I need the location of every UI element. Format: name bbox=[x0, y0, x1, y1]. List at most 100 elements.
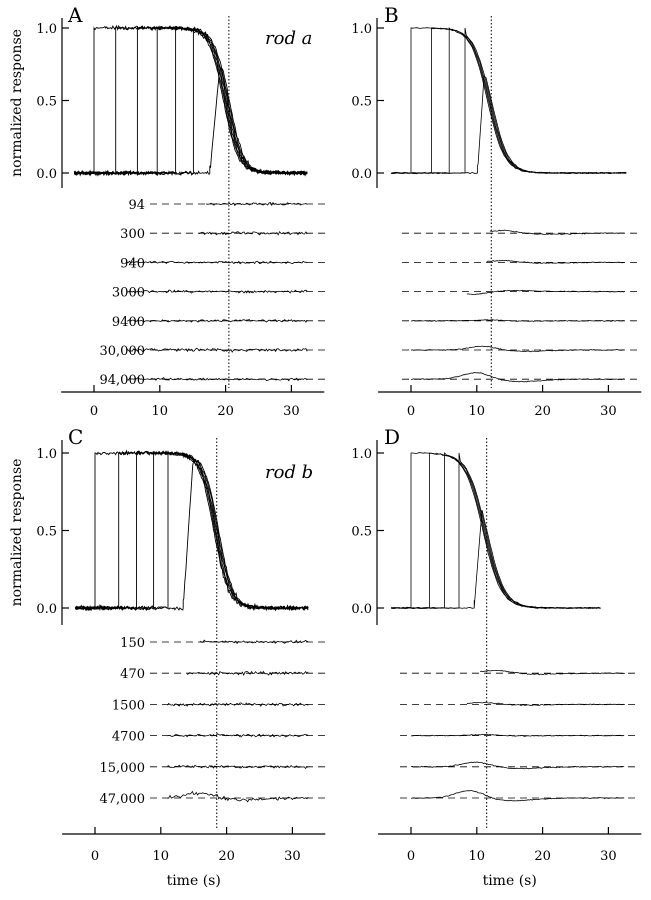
residual-trace bbox=[126, 260, 308, 265]
y-tick-label: 0.0 bbox=[36, 602, 57, 617]
x-tick-label: 0 bbox=[407, 404, 415, 419]
residual-trace bbox=[410, 790, 625, 802]
residual-trace bbox=[126, 289, 308, 294]
response-trace bbox=[391, 510, 601, 609]
intensity-label: 94,000 bbox=[100, 373, 146, 388]
y-tick-label: 1.0 bbox=[36, 447, 57, 462]
x-axis-title: time (s) bbox=[483, 873, 537, 889]
response-trace bbox=[74, 26, 308, 177]
residual-trace bbox=[410, 761, 625, 770]
residual-traces: 94 300 940 3000 9400 30,000 94,000 bbox=[100, 198, 325, 388]
intensity-label: 30,000 bbox=[100, 344, 146, 359]
y-tick-label: 1.0 bbox=[351, 22, 372, 37]
x-tick-label: 30 bbox=[600, 849, 617, 864]
residual-traces bbox=[400, 670, 638, 802]
residual-trace bbox=[410, 372, 625, 383]
residual-trace bbox=[126, 377, 308, 382]
intensity-label: 94 bbox=[128, 198, 145, 213]
intensity-label: 3000 bbox=[112, 286, 145, 301]
x-tick-label: 10 bbox=[153, 849, 170, 864]
response-trace bbox=[391, 452, 601, 609]
x-tick-label: 20 bbox=[218, 849, 235, 864]
x-tick-label: 20 bbox=[534, 849, 551, 864]
response-traces bbox=[391, 26, 627, 175]
intensity-label: 470 bbox=[120, 667, 145, 682]
x-tick-label: 0 bbox=[407, 849, 415, 864]
panel-letter-d: D bbox=[384, 425, 400, 449]
residual-traces: 150 470 1500 4700 15,000 47,000 bbox=[100, 636, 325, 807]
residual-traces bbox=[402, 229, 638, 383]
residual-trace bbox=[410, 319, 625, 322]
response-trace bbox=[391, 27, 627, 175]
residual-trace bbox=[167, 702, 309, 707]
response-traces bbox=[391, 451, 601, 610]
intensity-label: 940 bbox=[120, 256, 145, 271]
residual-trace bbox=[186, 670, 309, 676]
panel-letter-a: A bbox=[67, 3, 83, 27]
intensity-label: 47,000 bbox=[100, 792, 146, 807]
y-tick-label: 0.0 bbox=[351, 167, 372, 182]
x-tick-label: 0 bbox=[91, 849, 99, 864]
response-trace bbox=[391, 452, 601, 610]
residual-trace bbox=[167, 764, 309, 770]
x-tick-label: 30 bbox=[283, 404, 300, 419]
response-trace bbox=[391, 451, 601, 610]
x-tick-label: 10 bbox=[469, 404, 486, 419]
residual-trace bbox=[126, 347, 308, 353]
residual-trace bbox=[200, 639, 309, 645]
x-tick-label: 20 bbox=[217, 404, 234, 419]
intensity-label: 300 bbox=[120, 227, 145, 242]
x-tick-label: 20 bbox=[534, 404, 551, 419]
y-tick-label: 0.0 bbox=[36, 167, 57, 182]
response-trace bbox=[391, 452, 601, 610]
y-axis-title: normalized response bbox=[9, 459, 25, 607]
y-tick-label: 0.5 bbox=[36, 525, 57, 540]
y-tick-label: 1.0 bbox=[36, 22, 57, 37]
residual-trace bbox=[167, 790, 309, 803]
residual-trace bbox=[199, 230, 308, 236]
residual-trace bbox=[410, 345, 625, 353]
intensity-label: 1500 bbox=[112, 698, 145, 713]
intensity-label: 4700 bbox=[112, 730, 145, 745]
y-axis-title: normalized response bbox=[9, 29, 25, 177]
rod-label: rod b bbox=[265, 462, 313, 483]
response-traces bbox=[73, 24, 308, 177]
y-tick-label: 1.0 bbox=[351, 447, 372, 462]
y-tick-label: 0.5 bbox=[351, 95, 372, 110]
residual-trace bbox=[466, 701, 625, 706]
intensity-label: 15,000 bbox=[100, 761, 146, 776]
residual-trace bbox=[205, 201, 308, 207]
residual-trace bbox=[466, 289, 625, 296]
x-tick-label: 10 bbox=[469, 849, 486, 864]
response-trace bbox=[391, 27, 627, 175]
residual-trace bbox=[410, 734, 625, 737]
x-tick-label: 0 bbox=[90, 404, 98, 419]
x-tick-label: 30 bbox=[600, 404, 617, 419]
response-trace bbox=[391, 75, 627, 174]
y-tick-label: 0.0 bbox=[351, 602, 372, 617]
residual-trace bbox=[167, 733, 309, 738]
panel-letter-c: C bbox=[68, 425, 83, 449]
response-trace bbox=[73, 67, 308, 177]
x-tick-label: 30 bbox=[284, 849, 301, 864]
panel-d: D 0.0 0.5 1.0 0 10 20 30 time (s) bbox=[351, 425, 642, 889]
response-trace bbox=[74, 458, 309, 612]
response-traces bbox=[74, 449, 309, 612]
panel-b: B 0.0 0.5 1.0 0 10 20 30 bbox=[351, 3, 642, 419]
residual-trace bbox=[480, 670, 625, 676]
intensity-label: 9400 bbox=[112, 315, 145, 330]
residual-trace bbox=[126, 319, 308, 323]
rod-label: rod a bbox=[265, 28, 312, 49]
y-tick-label: 0.5 bbox=[36, 95, 57, 110]
x-tick-label: 10 bbox=[152, 404, 169, 419]
intensity-label: 150 bbox=[120, 636, 145, 651]
residual-trace bbox=[486, 259, 625, 264]
panel-letter-b: B bbox=[384, 3, 399, 27]
x-axis-title: time (s) bbox=[167, 873, 221, 889]
response-trace bbox=[74, 25, 308, 176]
response-trace bbox=[391, 26, 627, 175]
residual-trace bbox=[489, 229, 625, 235]
